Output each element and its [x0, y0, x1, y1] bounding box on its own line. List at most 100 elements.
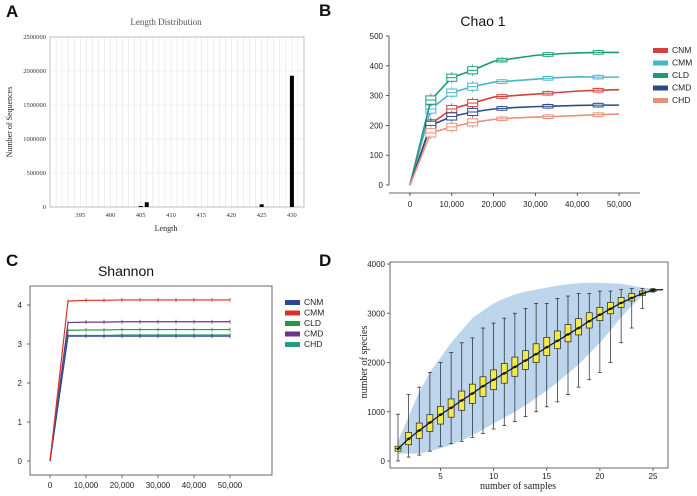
- panel-d-xtick: 15: [542, 472, 551, 481]
- panel-d-frame: [389, 261, 669, 469]
- panel-d-median-point: [609, 307, 612, 311]
- panel-c-legend-swatch-cld: [285, 321, 300, 326]
- panel-d-median-point: [641, 292, 644, 295]
- panel-a-ytick: 500000: [27, 170, 47, 177]
- panel-a-xtick: 430: [287, 212, 297, 219]
- panel-b-line-cnm: [409, 88, 620, 186]
- panel-d-ytick: 0: [381, 457, 386, 466]
- panel-d-ytick: 3000: [367, 309, 385, 318]
- panel-a-ytick: 1000000: [23, 136, 46, 143]
- panel-b-ytick: 100: [370, 151, 384, 160]
- panel-a-ytick: 1500000: [23, 102, 46, 109]
- panel-a-ytick: 0: [43, 204, 46, 211]
- panel-b-legend-swatch-cld: [653, 73, 668, 78]
- panel-b-legend-label-cld: CLD: [672, 70, 689, 80]
- panel-d-median-point: [407, 437, 410, 441]
- panel-c-legend-swatch-cmm: [285, 310, 300, 316]
- panel-d-median-point: [439, 413, 442, 417]
- panel-a-xtick: 405: [136, 212, 146, 219]
- panel-a-xtick: 425: [257, 212, 267, 219]
- panel-c-ytick: 3: [18, 340, 23, 349]
- panel-a-xtick: 400: [106, 212, 116, 219]
- panel-label-a: A: [6, 2, 18, 21]
- panel-d-median-point: [534, 352, 538, 356]
- panel-d-median-point: [524, 359, 527, 362]
- panel-b-line-cmm: [409, 76, 620, 186]
- panel-b-xtick: 20,000: [481, 200, 506, 209]
- panel-c-frame: [29, 285, 273, 476]
- panel-a-bar: [138, 205, 143, 207]
- panel-b-legend-swatch-cnm: [653, 48, 668, 53]
- panel-b-ytick: 400: [370, 62, 384, 71]
- panel-c-title: Shannon: [98, 263, 154, 279]
- panel-b-xtick: 30,000: [523, 200, 548, 209]
- panel-d-median-point: [471, 392, 474, 395]
- panel-a-frame: [49, 36, 305, 208]
- panel-b-title: Chao 1: [460, 13, 505, 29]
- panel-a-xtick: 415: [196, 212, 206, 219]
- panel-b-legend-label-cnm: CNM: [672, 45, 691, 55]
- panel-b-xtick: 40,000: [565, 200, 590, 209]
- panel-d-median-point: [545, 345, 549, 349]
- panel-a-ylabel: Number of Sequences: [5, 87, 14, 158]
- panel-c-line-cmm: [49, 299, 230, 462]
- panel-b-line-cld: [409, 51, 620, 186]
- panel-c-xtick: 50,000: [218, 481, 243, 490]
- panel-c-xtick: 40,000: [182, 481, 207, 490]
- panel-d-median-point: [577, 326, 580, 330]
- panel-c-ytick: 4: [18, 301, 23, 310]
- panel-d-ytick: 4000: [367, 260, 385, 269]
- panel-b-xtick: 10,000: [440, 200, 465, 209]
- panel-a-bar: [259, 204, 264, 207]
- panel-d-median-point: [556, 339, 559, 343]
- panel-d-median-point: [428, 421, 432, 424]
- panel-c-line-chd: [49, 334, 230, 462]
- panel-b-legend-label-chd: CHD: [672, 95, 690, 105]
- panel-b-xtick: 0: [408, 200, 413, 209]
- panel-a-xtick: 420: [227, 212, 237, 219]
- panel-b-xtick: 50,000: [607, 200, 632, 209]
- panel-d-median-point: [417, 429, 421, 432]
- panel-a-ytick: 2000000: [23, 68, 46, 75]
- panel-c-shannon: Shannon 0 1 2 3 4 0 10,000 20,000 30,000 40,000 50…: [18, 263, 325, 490]
- panel-c-legend-label-chd: CHD: [304, 339, 322, 349]
- panel-d-median-point: [396, 447, 400, 450]
- panel-c-line-cmd: [49, 321, 230, 462]
- panel-a-title: Length Distribution: [130, 17, 202, 27]
- panel-d-xtick: 10: [489, 472, 498, 481]
- panel-c-xtick: 30,000: [146, 481, 171, 490]
- panel-d-median-point: [513, 365, 517, 369]
- panel-c-legend-label-cmd: CMD: [304, 329, 323, 339]
- panel-b-legend-swatch-chd: [653, 98, 668, 103]
- panel-c-xtick: 20,000: [110, 481, 135, 490]
- panel-b-ytick: 300: [370, 92, 384, 101]
- panel-d-median-point: [481, 384, 485, 388]
- panel-d-median-point: [449, 406, 453, 410]
- panel-label-d: D: [319, 251, 331, 270]
- panel-c-legend-label-cld: CLD: [304, 318, 321, 328]
- panel-b-line-chd: [409, 113, 620, 186]
- panel-b-ytick: 200: [370, 121, 384, 130]
- panel-d-median-point: [630, 296, 634, 300]
- panel-a-xlabel: Length: [155, 224, 178, 233]
- panel-b-ytick: 500: [370, 32, 384, 41]
- panel-d-median-point: [598, 313, 602, 317]
- panel-a-xtick: 395: [75, 212, 85, 219]
- panel-c-legend-swatch-cmd: [285, 331, 300, 337]
- panel-a-xtick: 410: [166, 212, 176, 219]
- panel-c-ytick: 0: [18, 457, 23, 466]
- panel-a-ytick: 2500000: [23, 34, 46, 41]
- panel-d-median-point: [587, 319, 591, 323]
- panel-label-b: B: [319, 1, 331, 20]
- panel-d-species-accumulation: number of samples number of species 0 100…: [359, 260, 669, 492]
- panel-d-xtick: 5: [438, 472, 443, 481]
- panel-c-line-cnm: [49, 335, 230, 462]
- panel-d-median-point: [619, 301, 623, 305]
- panel-c-line-cld: [49, 328, 230, 462]
- panel-d-ylabel: number of species: [359, 326, 370, 399]
- panel-c-legend-label-cmm: CMM: [304, 308, 324, 318]
- panel-d-xtick: 25: [649, 472, 658, 481]
- panel-c-ytick: 2: [18, 379, 23, 388]
- panel-d-xtick: 20: [595, 472, 604, 481]
